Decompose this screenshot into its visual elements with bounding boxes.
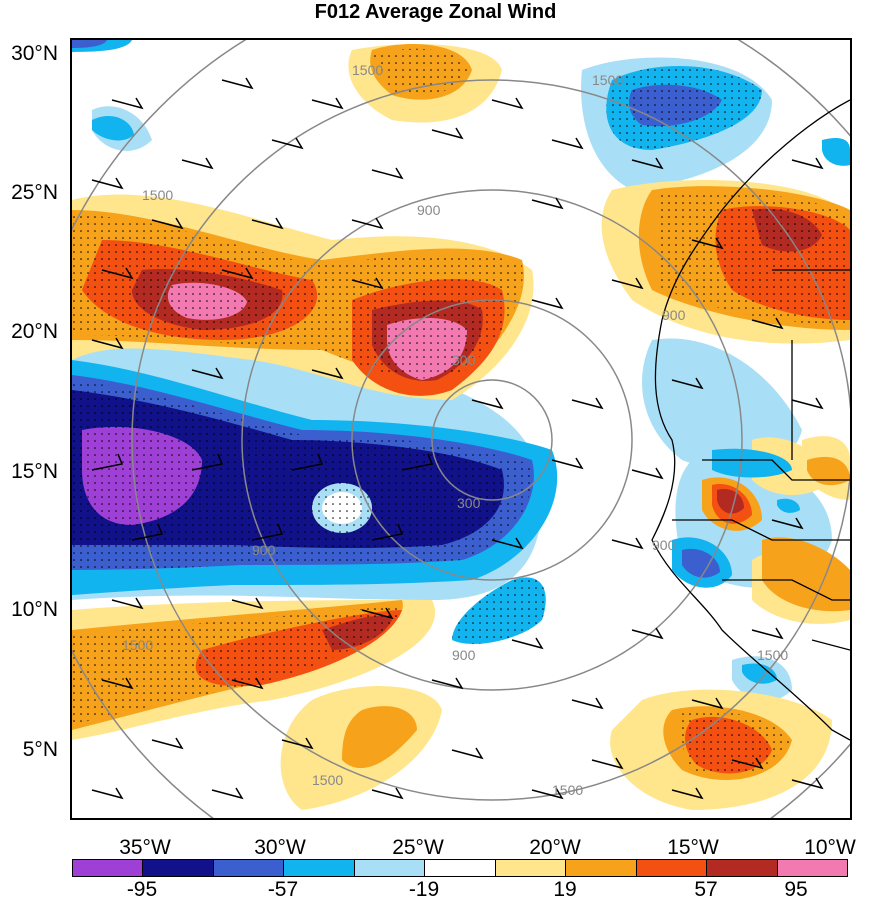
colorbar-label-m57: -57 [267,878,299,901]
ring-label-1500e: 1500 [312,772,343,788]
ring-label-900e: 900 [652,537,676,553]
colorbar-label-m95: -95 [126,878,158,901]
lat-label-10n: 10°N [11,598,58,621]
ring-label-1500c: 1500 [142,187,173,203]
wind-barbs [91,77,824,800]
colorbar-label-19: 19 [553,878,577,901]
colorbar-box-1 [143,860,214,876]
colorbar-box-3 [284,860,355,876]
colorbar-label-95: 95 [784,878,808,901]
lat-label-25n: 25°N [11,181,58,204]
ring-label-900a: 900 [417,202,441,218]
ring-label-300a: 300 [452,352,476,368]
ring-label-900b: 900 [452,647,476,663]
ring-label-1500a: 1500 [352,62,383,78]
colorbar [72,859,848,877]
lat-label-20n: 20°N [11,320,58,343]
colorbar-box-7 [566,860,637,876]
map-canvas: 300 300 900 900 900 900 900 1500 1500 15… [72,40,850,818]
lon-label-15w: 15°W [667,836,719,859]
ring-label-900c: 900 [252,542,276,558]
ring-label-1500g: 1500 [757,647,788,663]
stipple-overlay [72,48,850,777]
lon-label-30w: 30°W [254,836,306,859]
ring-label-900d: 900 [662,307,686,323]
ring-label-300b: 300 [457,495,481,511]
ring-label-1500f: 1500 [552,782,583,798]
colorbar-box-0 [73,860,144,876]
range-rings [72,40,850,818]
zonal-wind-map: 300 300 900 900 900 900 900 1500 1500 15… [70,38,852,820]
colorbar-label-57: 57 [694,878,718,901]
colorbar-box-10 [777,860,847,876]
colorbar-box-6 [495,860,567,876]
colorbar-box-8 [636,860,708,876]
ring-labels: 300 300 900 900 900 900 900 1500 1500 15… [122,62,788,798]
lon-label-25w: 25°W [392,836,444,859]
colorbar-box-9 [707,860,778,876]
lat-label-5n: 5°N [22,738,58,761]
colorbar-box-2 [213,860,285,876]
lon-label-35w: 35°W [119,836,171,859]
lon-label-20w: 20°W [529,836,581,859]
ring-label-1500b: 1500 [592,72,623,88]
colorbar-box-5 [425,860,496,876]
lat-label-30n: 30°N [11,42,58,65]
colorbar-label-m19: -19 [408,878,440,901]
colorbar-box-4 [354,860,426,876]
ring-label-1500d: 1500 [122,637,153,653]
lat-label-15n: 15°N [11,460,58,483]
lon-label-10w: 10°W [804,836,856,859]
map-title: F012 Average Zonal Wind [314,1,557,23]
